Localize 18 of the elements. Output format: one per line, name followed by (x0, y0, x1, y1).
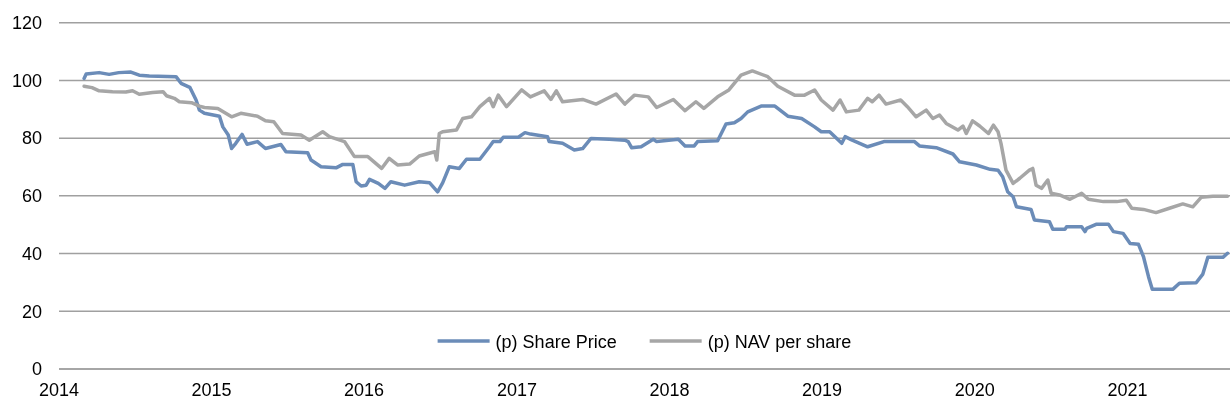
x-tick-label: 2018 (649, 380, 690, 400)
x-tick-label: 2020 (954, 380, 995, 400)
y-tick-label: 60 (21, 186, 42, 207)
legend-label: (p) NAV per share (707, 331, 852, 352)
y-tick-label: 40 (21, 243, 42, 264)
line-series (82, 70, 1230, 292)
y-tick-label: 0 (31, 359, 42, 380)
legend-label: (p) Share Price (495, 331, 617, 352)
y-tick-label: 100 (11, 70, 42, 91)
x-tick-label: 2019 (802, 380, 843, 400)
y-tick-label: 120 (11, 13, 42, 33)
y-tick-label: 80 (21, 128, 42, 149)
x-tick-label: 2015 (191, 380, 232, 400)
x-tick-label: 2014 (38, 380, 80, 400)
y-tick-label: 20 (21, 301, 42, 322)
x-tick-label: 2021 (1107, 380, 1148, 400)
x-tick-label: 2016 (344, 380, 385, 400)
x-tick-label: 2017 (497, 380, 538, 400)
